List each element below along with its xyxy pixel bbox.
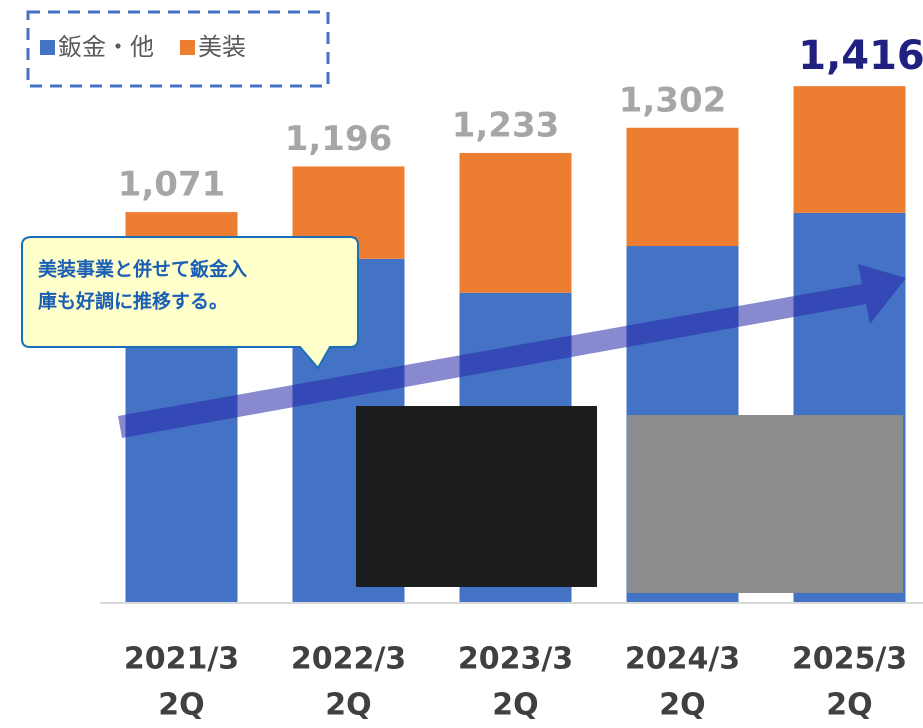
legend: 鈑金・他 美装: [40, 33, 246, 61]
total-label: 1,071: [118, 165, 226, 205]
x-tick-sublabel: 2Q: [492, 688, 538, 723]
chart: 鈑金・他 美装 美装事業と併せて鈑金入 庫も好調に推移する。 1,071 2021/…: [0, 0, 923, 728]
bar-segment: [627, 128, 739, 246]
bar-segment: [794, 86, 906, 213]
callout-text: 美装事業と併せて鈑金入: [38, 258, 247, 281]
photo-car: [627, 415, 903, 593]
x-tick-sublabel: 2Q: [659, 688, 705, 723]
photo-polishing: [356, 406, 597, 587]
legend-label: 美装: [198, 33, 246, 61]
total-label: 1,302: [619, 80, 727, 120]
callout-text: 庫も好調に推移する。: [38, 290, 228, 313]
legend-swatch: [40, 40, 55, 55]
total-label: 1,196: [285, 119, 393, 159]
x-tick-label: 2021/3: [124, 642, 239, 677]
x-tick-label: 2023/3: [458, 642, 573, 677]
bar-segment: [460, 153, 572, 293]
x-tick-sublabel: 2Q: [826, 688, 872, 723]
x-tick-label: 2025/3: [792, 642, 907, 677]
legend-label: 鈑金・他: [58, 33, 154, 61]
x-tick-sublabel: 2Q: [158, 688, 204, 723]
total-label: 1,233: [452, 105, 560, 145]
total-label: 1,416: [798, 33, 923, 79]
x-tick-sublabel: 2Q: [325, 688, 371, 723]
legend-swatch: [180, 40, 195, 55]
x-tick-label: 2024/3: [625, 642, 740, 677]
x-tick-label: 2022/3: [291, 642, 406, 677]
